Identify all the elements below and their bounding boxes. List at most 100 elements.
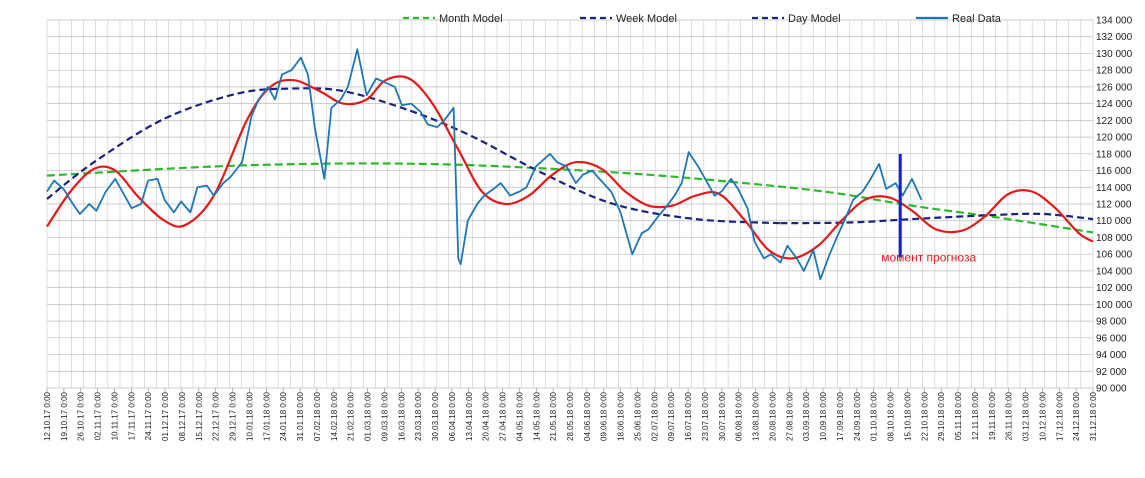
y-tick-label: 110 000 [1096,216,1132,227]
y-tick-label: 114 000 [1096,183,1132,194]
week-model-series-line [46,87,781,225]
x-tick-label: 06.08.18 0:00 [735,391,744,440]
x-tick-label: 23.07.18 0:00 [701,391,710,440]
x-tick-label: 26.10.17 0:00 [77,391,86,440]
x-tick-label: 24.09.18 0:00 [853,391,862,440]
legend-label: Week Model [616,13,677,25]
series-layer [46,48,1094,281]
y-tick-label: 98 000 [1096,317,1127,328]
x-tick-label: 27.04.18 0:00 [499,391,508,440]
y-tick-label: 122 000 [1096,116,1133,127]
x-tick-label: 10.11.17 0:00 [110,391,119,440]
y-tick-label: 100 000 [1096,300,1133,311]
x-tick-label: 09.03.18 0:00 [380,391,389,440]
real-data-series-line [46,48,923,281]
x-tick-label: 31.01.18 0:00 [296,391,305,440]
x-tick-label: 26.11.18 0:00 [1005,391,1014,440]
x-tick-label: 20.08.18 0:00 [768,391,777,440]
x-tick-label: 01.10.18 0:00 [870,391,879,440]
x-tick-label: 10.09.18 0:00 [819,391,828,440]
x-tick-label: 24.11.17 0:00 [144,391,153,440]
y-tick-label: 92 000 [1096,367,1127,378]
x-tick-label: 21.02.18 0:00 [347,391,356,440]
x-tick-label: 29.10.18 0:00 [937,391,946,440]
x-tick-label: 19.11.18 0:00 [988,391,997,440]
y-axis-ticks: 90 000 92 000 94 000 96 000 98 000 100 000 102… [1096,16,1133,395]
x-tick-label: 24.01.18 0:00 [279,391,288,440]
x-tick-label: 22.10.18 0:00 [920,391,929,440]
y-tick-label: 104 000 [1096,266,1133,277]
x-tick-label: 27.08.18 0:00 [785,391,794,440]
x-tick-label: 18.06.18 0:00 [617,391,626,440]
x-tick-label: 16.07.18 0:00 [684,391,693,440]
y-tick-label: 90 000 [1096,384,1127,395]
x-tick-label: 17.11.17 0:00 [127,391,136,440]
forecast-series-line [46,75,1094,260]
x-tick-label: 01.03.18 0:00 [364,391,373,440]
y-tick-label: 134 000 [1096,16,1133,27]
x-tick-label: 25.06.18 0:00 [633,391,642,440]
x-tick-label: 02.11.17 0:00 [94,391,103,440]
forecast-moment-label: момент прогноза [881,250,976,264]
x-tick-label: 17.09.18 0:00 [836,391,845,440]
x-tick-label: 04.05.18 0:00 [515,391,524,440]
x-tick-label: 24.12.18 0:00 [1072,391,1081,440]
legend: Month Model Week Model Day Model Real Data [403,13,1002,25]
day-model-series-line [780,212,1094,225]
x-tick-label: 12.11.18 0:00 [971,391,980,440]
x-tick-label: 08.10.18 0:00 [887,391,896,440]
y-tick-label: 124 000 [1096,99,1133,110]
x-tick-label: 02.07.18 0:00 [650,391,659,440]
x-tick-label: 16.03.18 0:00 [397,391,406,440]
x-tick-label: 31.12.18 0:00 [1089,391,1098,440]
x-tick-label: 09.06.18 0:00 [600,391,609,440]
x-tick-label: 23.03.18 0:00 [414,391,423,440]
x-tick-label: 30.03.18 0:00 [431,391,440,440]
x-tick-label: 19.10.17 0:00 [60,391,69,440]
x-tick-label: 13.04.18 0:00 [465,391,474,440]
x-tick-label: 15.10.18 0:00 [903,391,912,440]
y-tick-label: 106 000 [1096,250,1133,261]
x-tick-label: 09.07.18 0:00 [667,391,676,440]
x-axis-ticks: 12.10.17 0:00 19.10.17 0:00 26.10.17 0:00 0… [43,388,1098,441]
x-tick-label: 10.01.18 0:00 [245,391,254,440]
y-tick-label: 94 000 [1096,350,1127,361]
x-tick-label: 29.12.17 0:00 [229,391,238,440]
y-tick-label: 116 000 [1096,166,1132,177]
y-tick-label: 118 000 [1096,149,1132,160]
month-model-series-line [46,162,1094,234]
y-tick-label: 130 000 [1096,49,1133,60]
legend-label: Month Model [439,13,503,25]
x-tick-label: 14.05.18 0:00 [532,391,541,440]
x-tick-label: 17.12.18 0:00 [1055,391,1064,440]
y-tick-label: 102 000 [1096,283,1133,294]
x-tick-label: 21.05.18 0:00 [549,391,558,440]
x-tick-label: 03.09.18 0:00 [802,391,811,440]
x-tick-label: 03.12.18 0:00 [1022,391,1031,440]
y-tick-label: 126 000 [1096,82,1133,93]
y-tick-label: 120 000 [1096,133,1133,144]
x-tick-label: 10.12.18 0:00 [1038,391,1047,440]
x-tick-label: 22.12.17 0:00 [212,391,221,440]
x-tick-label: 04.06.18 0:00 [583,391,592,440]
x-tick-label: 28.05.18 0:00 [566,391,575,440]
x-tick-label: 12.10.17 0:00 [43,391,52,440]
y-tick-label: 132 000 [1096,32,1133,43]
x-tick-label: 20.04.18 0:00 [482,391,491,440]
x-tick-label: 07.02.18 0:00 [313,391,322,440]
x-tick-label: 14.02.18 0:00 [330,391,339,440]
x-tick-label: 05.11.18 0:00 [954,391,963,440]
y-tick-label: 128 000 [1096,66,1133,77]
x-tick-label: 30.07.18 0:00 [718,391,727,440]
x-tick-label: 06.04.18 0:00 [448,391,457,440]
x-tick-label: 13.08.18 0:00 [752,391,761,440]
annotation-layer: момент прогноза [881,153,976,264]
x-tick-label: 08.12.17 0:00 [178,391,187,440]
y-tick-label: 96 000 [1096,333,1127,344]
y-tick-label: 108 000 [1096,233,1133,244]
x-tick-label: 17.01.18 0:00 [262,391,271,440]
legend-label: Day Model [788,13,841,25]
x-tick-label: 15.12.17 0:00 [195,391,204,440]
